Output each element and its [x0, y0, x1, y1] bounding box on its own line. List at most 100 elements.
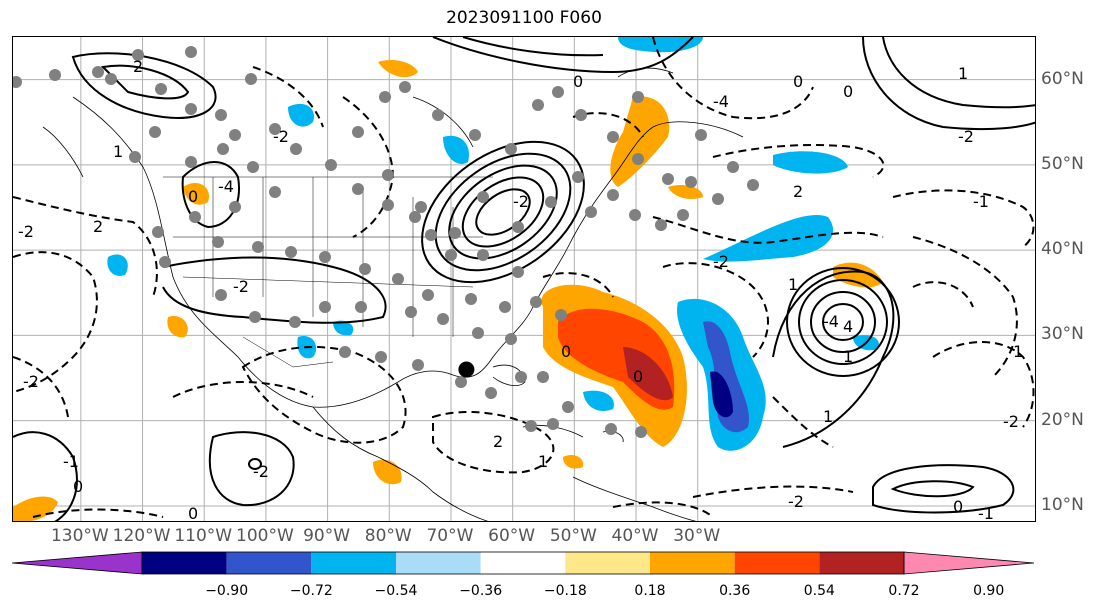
- obs-dot: [547, 418, 559, 430]
- obs-dot: [562, 401, 574, 413]
- colorbar-tick-label: 0.90: [973, 583, 1005, 599]
- obs-dot: [412, 359, 424, 371]
- obs-dot: [375, 351, 387, 363]
- obs-dot: [215, 289, 227, 301]
- contour-label: 1: [958, 64, 968, 83]
- colorbar-segment: [480, 552, 566, 574]
- obs-dot: [662, 173, 674, 185]
- blob-5: [668, 185, 703, 199]
- contour-label: -1: [973, 192, 989, 211]
- obs-dot: [185, 46, 197, 58]
- obs-dot: [92, 66, 104, 78]
- obs-dot: [747, 179, 759, 191]
- obs-dot: [530, 296, 542, 308]
- obs-dot: [555, 309, 567, 321]
- contour-label: 2: [493, 432, 503, 451]
- obs-dot: [512, 221, 524, 233]
- lat-tick-label: 50°N: [1041, 153, 1084, 174]
- obs-dot: [485, 387, 497, 399]
- contour-label: 0: [188, 187, 198, 206]
- obs-dot: [152, 226, 164, 238]
- contour-label: 1: [113, 142, 123, 161]
- contour-label: 0: [188, 504, 198, 522]
- contour-label: 2: [793, 182, 803, 201]
- obs-dot: [215, 109, 227, 121]
- contour-label: 0: [793, 72, 803, 91]
- obs-dot: [515, 371, 527, 383]
- obs-dot: [229, 201, 241, 213]
- obs-dot: [532, 99, 544, 111]
- colorbar-tick-label: 0.54: [803, 583, 835, 599]
- obs-dot: [289, 316, 301, 328]
- obs-dot: [712, 193, 724, 205]
- obs-dot: [437, 313, 449, 325]
- obs-dot: [382, 169, 394, 181]
- obs-dot: [212, 236, 224, 248]
- obs-dot: [472, 327, 484, 339]
- observation-dots: [13, 46, 759, 438]
- obs-dot: [290, 143, 302, 155]
- contour-label: -2: [18, 222, 34, 241]
- lat-tick-label: 60°N: [1041, 68, 1084, 89]
- obs-dot: [245, 73, 257, 85]
- obs-dot: [575, 109, 587, 121]
- contour-label: 1: [538, 452, 548, 471]
- contour-label: 1: [823, 407, 833, 426]
- contour-label: 2: [133, 57, 143, 76]
- blob-14: [373, 459, 402, 485]
- map-title: 2023091100 F060: [446, 8, 602, 28]
- obs-dot: [499, 301, 511, 313]
- lon-tick-label: 110°W: [174, 526, 233, 546]
- colorbar-segment: [226, 552, 312, 574]
- colorbar: [11, 551, 1035, 575]
- obs-dot: [635, 426, 647, 438]
- obs-dot: [352, 183, 364, 195]
- colorbar-tick-label: 0.36: [719, 583, 751, 599]
- contour-label: 1: [1013, 342, 1023, 361]
- obs-dot: [229, 129, 241, 141]
- obs-dot: [727, 161, 739, 173]
- blob-7: [288, 103, 314, 127]
- obs-dot: [525, 420, 537, 432]
- storm-center-marker: [458, 361, 475, 378]
- contour-label: -2: [273, 127, 289, 146]
- lat-tick-label: 20°N: [1041, 409, 1084, 430]
- colorbar-segment: [311, 552, 396, 574]
- obs-dot: [607, 131, 619, 143]
- cold-plume-core: [703, 321, 750, 433]
- obs-dot: [247, 161, 259, 173]
- contour-label: 0: [73, 477, 83, 496]
- obs-dot: [399, 81, 411, 93]
- contour-label: -2: [788, 492, 804, 511]
- obs-dot: [465, 293, 477, 305]
- obs-dot: [189, 211, 201, 223]
- colorbar-tick-label: −0.90: [205, 583, 249, 599]
- blob-13: [583, 390, 614, 412]
- contour-label: 1: [843, 347, 853, 366]
- blob-6: [378, 60, 418, 78]
- obs-dot: [455, 376, 467, 388]
- lon-tick-label: 30°W: [673, 526, 721, 546]
- obs-dot: [477, 249, 489, 261]
- obs-dot: [537, 371, 549, 383]
- colorbar-segment: [565, 552, 650, 574]
- obs-dot: [132, 49, 144, 61]
- obs-dot: [422, 289, 434, 301]
- obs-dot: [355, 301, 367, 313]
- blob-15: [13, 496, 58, 521]
- obs-dot: [552, 86, 564, 98]
- gridlines: [13, 37, 1035, 521]
- map-panel: 2 1 0 -2 -4 2 1 0 -2 -4 4 1 0 -2 2 -2 -1 0 1 -2 -2 0 -2 0 1 -1 0 2 0…: [12, 36, 1036, 522]
- lon-tick-label: 100°W: [236, 526, 294, 546]
- contour-label: -2: [253, 462, 269, 481]
- blob-12: [107, 254, 128, 276]
- contour-label: -1: [63, 452, 79, 471]
- obs-dot: [105, 73, 117, 85]
- obs-dot: [129, 151, 141, 163]
- blob-8: [443, 135, 469, 165]
- obs-dot: [512, 266, 524, 278]
- colorbar-tick-label: −0.54: [374, 583, 418, 599]
- contour-label: 1: [788, 275, 798, 294]
- blob-9: [183, 182, 209, 205]
- colorbar-border: [141, 551, 905, 575]
